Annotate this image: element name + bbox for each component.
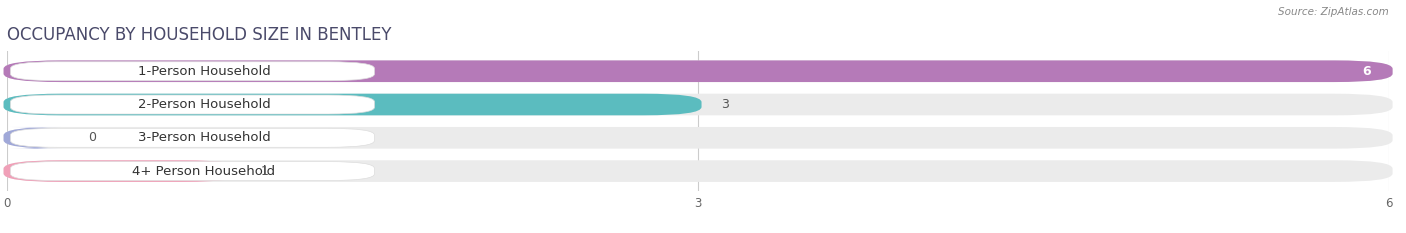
FancyBboxPatch shape [10,128,374,147]
FancyBboxPatch shape [4,94,702,115]
Text: OCCUPANCY BY HOUSEHOLD SIZE IN BENTLEY: OCCUPANCY BY HOUSEHOLD SIZE IN BENTLEY [7,26,391,44]
Text: Source: ZipAtlas.com: Source: ZipAtlas.com [1278,7,1389,17]
FancyBboxPatch shape [4,127,67,149]
FancyBboxPatch shape [4,94,1392,115]
FancyBboxPatch shape [10,162,374,181]
Text: 4+ Person Household: 4+ Person Household [132,164,276,178]
FancyBboxPatch shape [10,62,374,81]
FancyBboxPatch shape [4,127,1392,149]
FancyBboxPatch shape [4,160,1392,182]
Text: 1: 1 [260,164,269,178]
FancyBboxPatch shape [4,60,1392,82]
FancyBboxPatch shape [10,95,374,114]
Text: 1-Person Household: 1-Person Household [138,65,270,78]
Text: 3-Person Household: 3-Person Household [138,131,270,144]
FancyBboxPatch shape [4,60,1392,82]
Text: 0: 0 [87,131,96,144]
FancyBboxPatch shape [4,160,240,182]
Text: 2-Person Household: 2-Person Household [138,98,270,111]
Text: 3: 3 [721,98,728,111]
Text: 6: 6 [1362,65,1371,78]
